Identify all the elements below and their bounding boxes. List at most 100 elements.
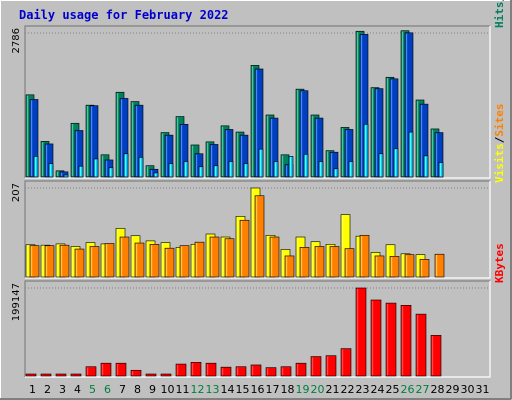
legend: Hits/Files/Pages — [493, 0, 506, 28]
bar-pages-day-5 — [93, 158, 99, 178]
bar-sites-day-22 — [344, 248, 355, 278]
panels: 2786Hits/Files/Pages207Visits/Sites19914… — [11, 0, 506, 378]
bar-kbytes-day-3 — [55, 373, 67, 377]
bar-sites-day-12 — [194, 241, 205, 278]
bar-pages-day-9 — [153, 172, 159, 178]
bar-sites-day-15 — [239, 219, 250, 278]
plot-edge-dark — [24, 280, 490, 377]
bar-sites-day-26 — [404, 254, 415, 278]
panel-visits-sites: 207 Visits/Sites — [11, 104, 506, 279]
plot-edge-light — [25, 181, 491, 279]
bar-kbytes-day-26 — [400, 304, 412, 377]
bar-kbytes-day-17 — [265, 367, 277, 377]
bar-sites-day-21 — [329, 246, 340, 278]
day-label-8: 8 — [134, 383, 141, 396]
day-label-11: 11 — [176, 383, 190, 396]
bar-pages-day-16 — [258, 148, 264, 178]
day-label-26: 26 — [401, 383, 415, 396]
panel-kbytes: 199147 KBytes — [11, 243, 506, 378]
ymax-label: 207 — [11, 183, 22, 202]
day-label-25: 25 — [386, 383, 400, 396]
bar-sites-day-28 — [434, 253, 445, 278]
bar-pages-day-27 — [423, 155, 429, 178]
bar-pages-day-11 — [183, 161, 189, 178]
day-label-6: 6 — [104, 383, 111, 396]
bar-pages-day-7 — [123, 153, 129, 178]
day-label-10: 10 — [161, 383, 175, 396]
bar-pages-day-22 — [348, 161, 354, 178]
bar-kbytes-day-7 — [115, 362, 127, 377]
bar-kbytes-day-25 — [385, 302, 397, 377]
bar-sites-day-8 — [134, 242, 145, 278]
legend-hits: Hits — [493, 2, 506, 29]
bar-sites-day-23 — [359, 234, 370, 278]
bar-pages-day-25 — [393, 148, 399, 178]
bar-pages-day-2 — [48, 163, 54, 178]
plot-area — [25, 281, 490, 377]
bar-kbytes-day-18 — [280, 366, 292, 377]
bar-sites-day-6 — [104, 243, 115, 278]
bar-kbytes-day-14 — [220, 366, 232, 377]
bar-kbytes-day-24 — [370, 299, 382, 377]
bar-kbytes-day-16 — [250, 364, 262, 377]
day-label-14: 14 — [221, 383, 235, 396]
bar-pages-day-14 — [228, 161, 234, 178]
bar-pages-day-20 — [318, 161, 324, 178]
bar-sites-day-4 — [74, 248, 85, 278]
day-label-27: 27 — [416, 383, 430, 396]
day-label-24: 24 — [371, 383, 385, 396]
bar-sites-day-25 — [389, 256, 400, 278]
bar-sites-day-7 — [119, 236, 130, 278]
day-labels: 1 2 3 4 5 6 7 8 9 10 11 12 13 14 15 16 17 18 19 20 21 22 23 24 2… — [29, 383, 490, 396]
day-label-2: 2 — [44, 383, 51, 396]
plot-edge-light — [25, 26, 491, 179]
bar-pages-day-10 — [168, 163, 174, 178]
panel-hits-files-pages: 2786 Hits/Files/Pages — [11, 0, 506, 179]
day-label-16: 16 — [251, 383, 265, 396]
chart-title: Daily usage for February 2022 — [19, 8, 229, 22]
plot-edge-light — [25, 281, 491, 378]
bar-kbytes-day-22 — [340, 348, 352, 377]
plot-edge-dark — [24, 25, 490, 178]
day-label-3: 3 — [59, 383, 66, 396]
bar-sites-day-18 — [284, 255, 295, 278]
day-label-20: 20 — [311, 383, 325, 396]
bar-pages-day-26 — [408, 131, 414, 178]
bar-kbytes-day-19 — [295, 362, 307, 377]
legend-kbytes: KBytes — [493, 243, 506, 283]
bar-sites-day-1 — [29, 245, 40, 278]
bar-kbytes-day-13 — [205, 362, 217, 377]
day-label-7: 7 — [119, 383, 126, 396]
day-label-13: 13 — [206, 383, 220, 396]
bar-sites-day-17 — [269, 236, 280, 278]
legend-separator: / — [493, 136, 506, 143]
bar-kbytes-day-27 — [415, 313, 427, 377]
bar-pages-day-1 — [33, 156, 39, 178]
bar-sites-day-20 — [314, 246, 325, 278]
bar-sites-day-14 — [224, 238, 235, 278]
bar-kbytes-day-9 — [145, 373, 157, 377]
bar-kbytes-day-15 — [235, 366, 247, 377]
legend-sites: Sites — [493, 104, 506, 137]
bar-sites-day-27 — [419, 259, 430, 278]
bar-pages-day-3 — [63, 174, 69, 178]
bar-pages-day-6 — [108, 167, 114, 178]
bar-pages-day-23 — [363, 123, 369, 178]
bar-sites-day-13 — [209, 236, 220, 278]
bar-sites-day-16 — [254, 195, 265, 278]
legend-separator: / — [493, 0, 506, 2]
legend-visits: Visits — [493, 143, 506, 183]
day-label-22: 22 — [341, 383, 355, 396]
day-label-31: 31 — [476, 383, 490, 396]
bar-kbytes-day-5 — [85, 366, 97, 377]
plot-edge-dark — [24, 180, 490, 278]
day-label-21: 21 — [326, 383, 340, 396]
bar-pages-day-19 — [303, 153, 309, 178]
bar-pages-day-4 — [78, 165, 84, 178]
bar-pages-day-13 — [213, 165, 219, 178]
day-label-1: 1 — [29, 383, 36, 396]
bar-kbytes-day-20 — [310, 356, 322, 377]
ymax-label: 199147 — [11, 283, 22, 321]
day-label-9: 9 — [149, 383, 156, 396]
legend: KBytes — [493, 243, 506, 283]
